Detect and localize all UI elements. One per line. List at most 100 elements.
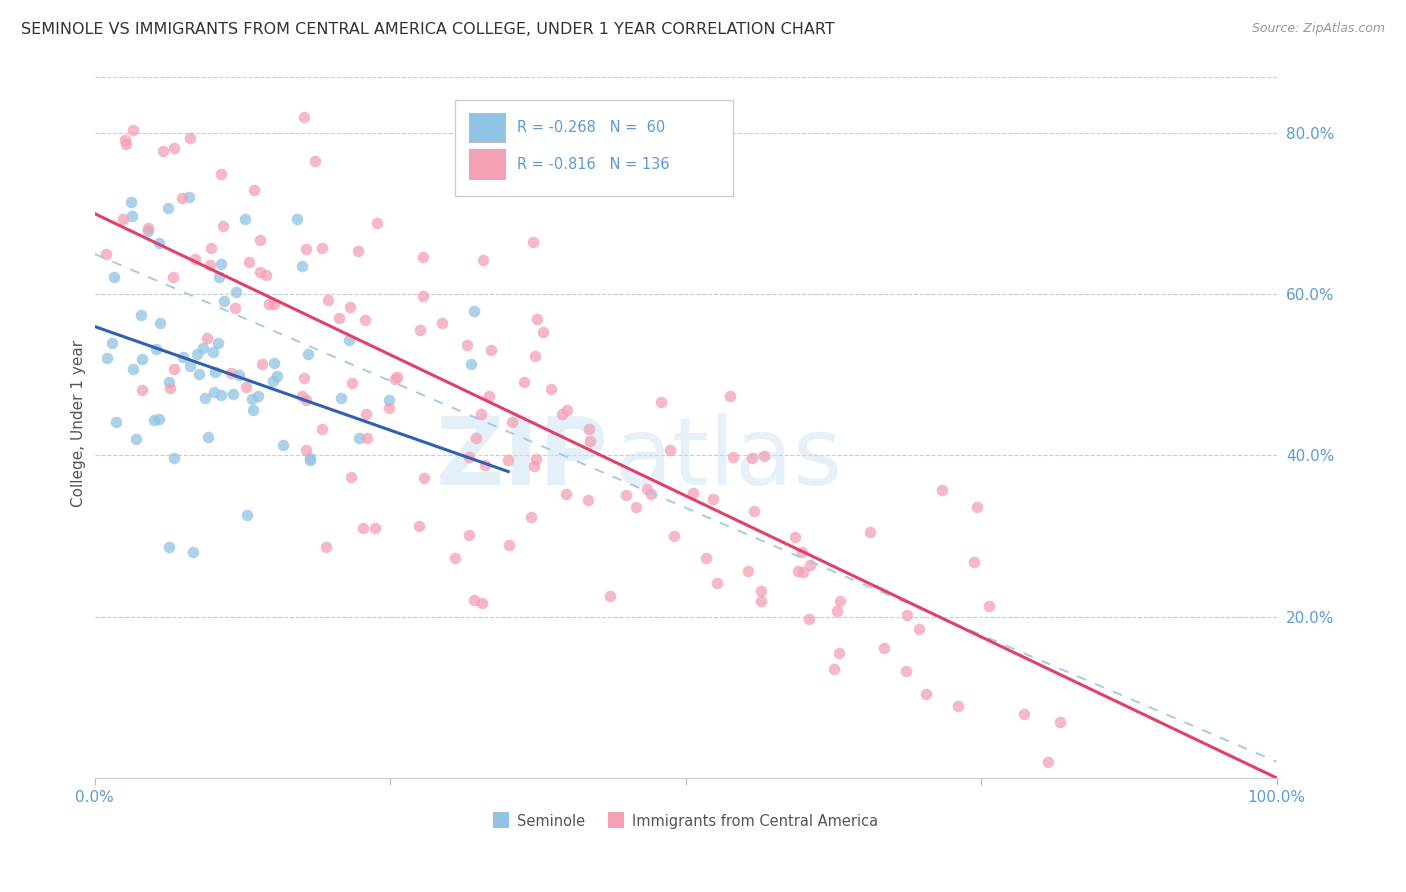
Bar — [470, 112, 505, 143]
Point — [907, 622, 929, 636]
Point — [163, 450, 186, 465]
Point — [408, 519, 430, 533]
Point — [177, 190, 200, 204]
Text: atlas: atlas — [614, 413, 842, 505]
Bar — [470, 149, 505, 179]
Point — [225, 285, 247, 300]
Y-axis label: College, Under 1 year: College, Under 1 year — [72, 340, 86, 507]
Point — [1049, 715, 1071, 730]
Point — [304, 153, 326, 168]
Text: R = -0.268   N =  60: R = -0.268 N = 60 — [516, 120, 665, 135]
Legend: Seminole, Immigrants from Central America: Seminole, Immigrants from Central Americ… — [486, 808, 884, 834]
Point — [200, 258, 222, 272]
Point — [208, 270, 231, 285]
Point — [799, 558, 821, 572]
Point — [136, 224, 159, 238]
Point — [948, 699, 970, 714]
Point — [520, 509, 543, 524]
Point — [266, 368, 288, 383]
Point — [412, 250, 434, 264]
Point — [474, 458, 496, 473]
Point — [339, 333, 361, 347]
Point — [157, 541, 180, 555]
Point — [524, 452, 547, 467]
Point — [243, 183, 266, 197]
Point — [792, 545, 814, 559]
Point — [636, 482, 658, 496]
Point — [294, 392, 316, 407]
Point — [186, 346, 208, 360]
Point — [295, 442, 318, 457]
Point — [204, 365, 226, 379]
Point — [578, 434, 600, 448]
Point — [194, 391, 217, 405]
Point — [285, 211, 308, 226]
Point — [378, 401, 401, 415]
Point — [315, 541, 337, 555]
Point — [202, 384, 225, 399]
Point — [787, 564, 810, 578]
Point — [340, 376, 363, 390]
FancyBboxPatch shape — [456, 101, 733, 196]
Point — [187, 367, 209, 381]
Point — [859, 524, 882, 539]
Point — [614, 487, 637, 501]
Point — [737, 564, 759, 578]
Point — [460, 357, 482, 371]
Point — [523, 350, 546, 364]
Point — [96, 247, 118, 261]
Point — [551, 408, 574, 422]
Point — [159, 381, 181, 395]
Point — [706, 576, 728, 591]
Point — [354, 312, 377, 326]
Point — [356, 408, 378, 422]
Point — [409, 323, 432, 337]
Text: ZIP: ZIP — [436, 413, 609, 505]
Point — [513, 375, 536, 389]
Text: R = -0.816   N = 136: R = -0.816 N = 136 — [516, 157, 669, 172]
Point — [184, 252, 207, 267]
Point — [295, 242, 318, 256]
Point — [148, 235, 170, 250]
Point — [125, 432, 148, 446]
Point — [640, 486, 662, 500]
Point — [112, 212, 135, 227]
Point — [152, 144, 174, 158]
Point — [311, 422, 333, 436]
Point — [458, 450, 481, 465]
Point — [830, 594, 852, 608]
Point — [352, 521, 374, 535]
Point — [540, 383, 562, 397]
Point — [721, 450, 744, 465]
Point — [364, 521, 387, 535]
Point — [682, 485, 704, 500]
Point — [263, 356, 285, 370]
Point — [384, 372, 406, 386]
Point — [96, 351, 118, 365]
Point — [523, 459, 546, 474]
Point — [695, 550, 717, 565]
Point — [576, 493, 599, 508]
Point — [1012, 707, 1035, 722]
Point — [742, 504, 765, 518]
Point — [347, 244, 370, 258]
Point — [741, 450, 763, 465]
Point — [470, 407, 492, 421]
Point — [122, 123, 145, 137]
Point — [291, 389, 314, 403]
Point — [207, 335, 229, 350]
Point — [263, 296, 285, 310]
Point — [172, 350, 194, 364]
Point — [472, 253, 495, 268]
Point — [191, 341, 214, 355]
Point — [236, 508, 259, 522]
Point — [219, 366, 242, 380]
Point — [501, 415, 523, 429]
Point — [873, 640, 896, 655]
Point — [101, 335, 124, 350]
Point — [131, 384, 153, 398]
Point — [163, 362, 186, 376]
Point — [378, 392, 401, 407]
Point — [103, 269, 125, 284]
Point — [114, 133, 136, 147]
